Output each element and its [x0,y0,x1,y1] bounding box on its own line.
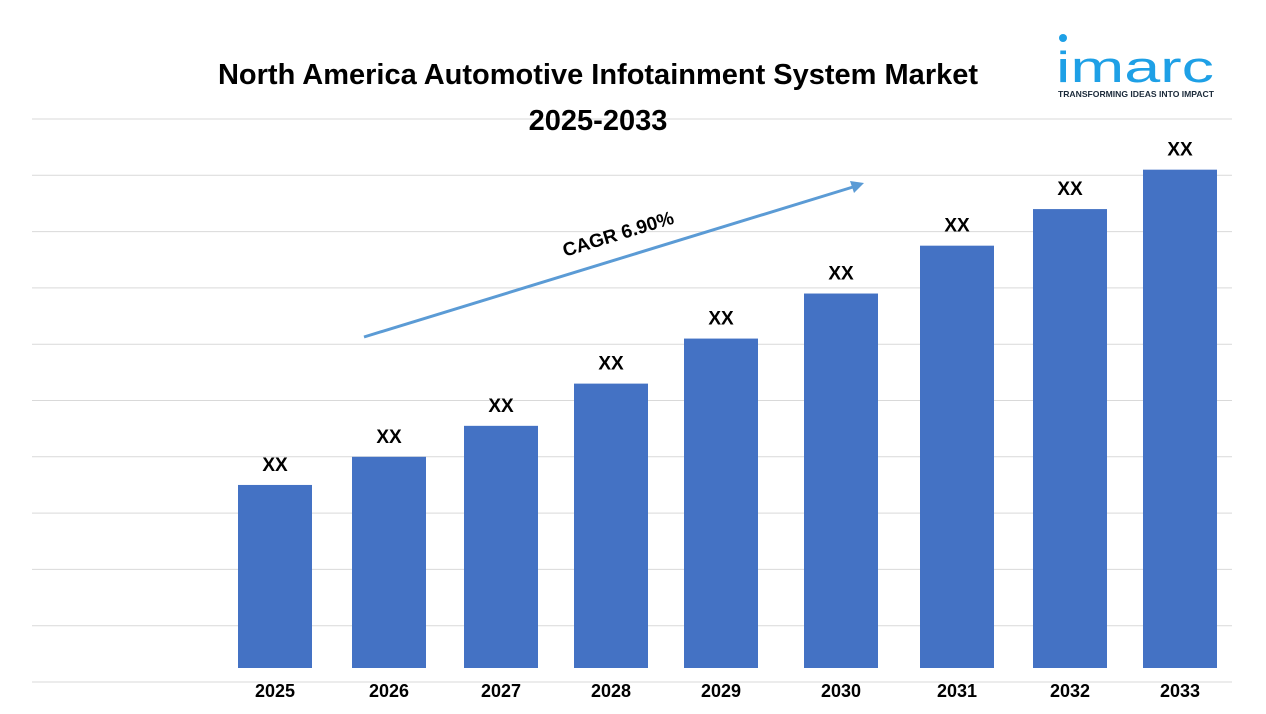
bar-2033 [1143,169,1217,669]
bars [238,169,1217,669]
x-tick-2028: 2028 [591,681,631,701]
x-tick-2033: 2033 [1160,681,1200,701]
bar-2025 [238,484,312,668]
data-label-2027: XX [488,396,514,417]
data-label-2028: XX [598,354,624,375]
x-tick-2029: 2029 [701,681,741,701]
cagr-arrow [363,181,864,339]
data-labels: XX XX XX XX XX XX XX XX XX [262,140,1193,476]
data-label-2032: XX [1057,179,1083,200]
x-tick-2031: 2031 [937,681,977,701]
data-label-2030: XX [828,264,854,285]
data-label-2031: XX [944,216,970,237]
bar-2026 [352,456,426,668]
logo-dot [1059,34,1067,42]
bar-2032 [1033,209,1107,668]
x-axis-tick-labels: 2025 2026 2027 2028 2029 2030 2031 2032 2033 [255,681,1200,701]
bar-2028 [574,383,648,668]
chart-subtitle: 2025-2033 [529,105,668,137]
data-label-2025: XX [262,455,288,476]
bar-2030 [804,293,878,668]
x-tick-2032: 2032 [1050,681,1090,701]
cagr-label: CAGR 6.90% [560,208,676,262]
x-tick-2026: 2026 [369,681,409,701]
data-label-2029: XX [708,309,734,330]
chart-title: North America Automotive Infotainment Sy… [218,59,978,91]
logo-wordmark: imarc [1056,43,1214,92]
bar-2031 [920,245,994,669]
data-label-2033: XX [1167,140,1193,161]
x-tick-2025: 2025 [255,681,295,701]
bar-2029 [684,338,758,668]
logo-tagline: TRANSFORMING IDEAS INTO IMPACT [1058,89,1215,99]
x-tick-2027: 2027 [481,681,521,701]
data-label-2026: XX [376,427,402,448]
imarc-logo: imarc TRANSFORMING IDEAS INTO IMPACT [1056,34,1215,99]
bar-2027 [464,425,538,668]
x-tick-2030: 2030 [821,681,861,701]
